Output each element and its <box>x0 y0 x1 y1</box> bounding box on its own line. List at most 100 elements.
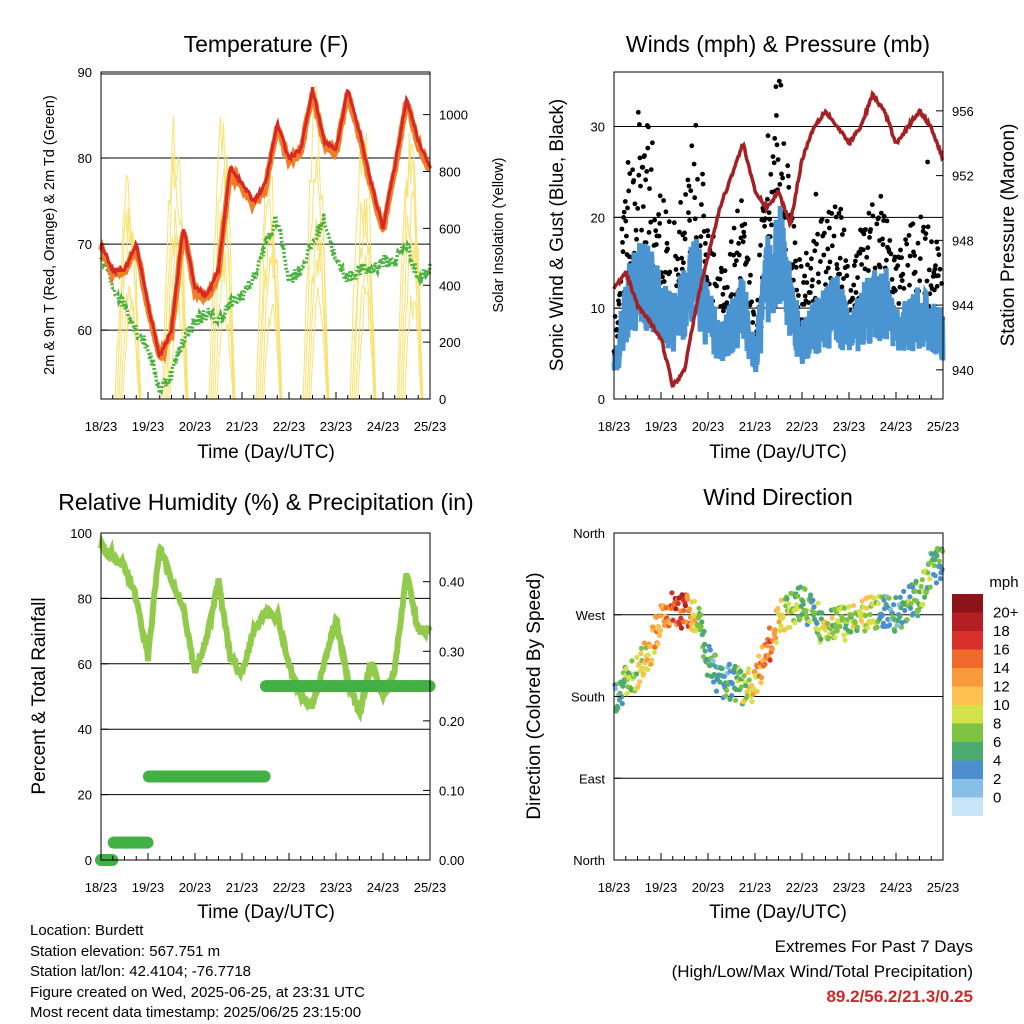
wind-direction-point <box>936 558 942 564</box>
wind-direction-point <box>743 683 749 689</box>
wind-direction-point <box>699 619 705 625</box>
wind-direction-point <box>650 624 656 630</box>
legend-color-box <box>952 705 983 724</box>
temperature-panel: Temperature (F) 18/23 19/23 20/23 21/23 22/2… <box>42 31 507 463</box>
winds-left-ticks: 0 10 20 30 <box>591 120 621 407</box>
wind-direction-point <box>724 687 730 693</box>
wind-direction-point <box>907 594 913 600</box>
wind-direction-point <box>901 588 907 595</box>
gust-point <box>648 219 654 225</box>
wind-direction-point <box>693 628 699 634</box>
wind-direction-point <box>641 640 647 646</box>
wind-direction-point <box>899 620 905 626</box>
solar-insolation-trace <box>261 250 282 400</box>
wind-direction-point <box>819 610 825 616</box>
wind-direction-point <box>773 639 779 646</box>
wind-direction-point <box>756 653 762 659</box>
wind-direction-point <box>641 671 647 677</box>
wind-direction-point <box>682 603 689 609</box>
wind-direction-point <box>841 632 847 638</box>
solar-insolation-trace <box>214 250 235 400</box>
wind-direction-point <box>649 657 655 663</box>
wind-direction-title: Wind Direction <box>703 484 853 510</box>
gust-point <box>905 262 911 268</box>
gust-point <box>695 176 700 182</box>
wind-direction-point <box>799 611 805 617</box>
gust-point <box>769 222 774 228</box>
extremes-summary: Extremes For Past 7 Days (High/Low/Max W… <box>672 934 973 1009</box>
gust-point <box>646 230 652 235</box>
wind-direction-point <box>925 570 931 576</box>
gust-point <box>821 252 827 258</box>
gust-point <box>853 290 859 295</box>
wind-direction-point <box>651 649 658 655</box>
gust-point <box>740 239 746 245</box>
winds-right-ytick-label: 948 <box>952 233 974 248</box>
gust-point <box>786 184 792 190</box>
humidity-left-ytick-label: 100 <box>70 526 92 541</box>
wind-direction-point <box>696 605 702 611</box>
gust-point <box>720 291 726 297</box>
temperature-x-ticks: 18/23 19/23 20/23 21/23 22/23 23/23 24/23 25/23 <box>85 392 446 434</box>
gust-point <box>781 141 787 147</box>
wind-direction-point <box>931 562 937 569</box>
solar-insolation-trace <box>400 189 423 400</box>
temperature-left-ytick-label: 90 <box>78 65 92 80</box>
gust-point <box>837 255 843 261</box>
wind-direction-points <box>612 545 946 714</box>
gust-point <box>741 229 747 235</box>
gust-point <box>877 264 883 270</box>
gust-point <box>644 169 650 174</box>
gust-point <box>897 284 903 290</box>
figure-created: Figure created on Wed, 2025-06-25, at 23… <box>30 983 365 1001</box>
sonic-wind-series <box>611 205 946 373</box>
gust-point <box>736 241 741 246</box>
gust-point <box>729 292 735 297</box>
gust-point <box>742 221 748 227</box>
gust-point <box>899 255 904 260</box>
temperature-xtick-label: 24/23 <box>367 419 400 434</box>
wind-direction-point <box>773 635 779 641</box>
gust-point <box>798 264 804 269</box>
wind-direction-point <box>916 589 923 595</box>
wind-direction-point <box>780 614 786 621</box>
wind-direction-point <box>910 584 916 590</box>
wind-direction-ytick-label: South <box>571 690 605 705</box>
wind-direction-point <box>663 605 669 611</box>
gust-point <box>778 82 784 88</box>
wind-direction-point <box>806 618 813 625</box>
gust-point <box>801 280 806 285</box>
wind-direction-point <box>704 672 711 678</box>
winds-left-ytick-label: 30 <box>591 120 605 135</box>
gust-point <box>855 275 860 280</box>
gust-point <box>833 214 839 220</box>
gust-point <box>793 264 799 270</box>
gust-point <box>841 227 847 233</box>
gust-point <box>809 256 814 262</box>
wind-direction-point <box>698 624 704 630</box>
humidity-left-ylabel: Percent & Total Rainfall <box>29 597 50 794</box>
wind-direction-point <box>908 601 914 607</box>
gust-point <box>825 246 831 252</box>
wind-direction-point <box>892 628 898 634</box>
gust-point <box>923 231 929 237</box>
gust-point <box>675 256 681 262</box>
gust-point <box>661 198 666 203</box>
gust-point <box>768 171 774 177</box>
wind-direction-ytick-label: West <box>576 608 606 623</box>
wind-direction-point <box>830 630 836 636</box>
winds-right-ytick-label: 944 <box>952 298 974 313</box>
gust-point <box>765 133 771 139</box>
wind-direction-point <box>812 610 818 616</box>
wind-direction-point <box>918 583 924 590</box>
wind-direction-point <box>864 605 870 611</box>
gust-point <box>699 202 704 207</box>
temperature-left-ticks: 60 70 80 90 <box>78 65 108 338</box>
gust-point <box>893 288 898 293</box>
gust-point <box>686 183 692 189</box>
solar-insolation-trace <box>263 303 281 400</box>
gust-point <box>903 237 908 243</box>
gust-point <box>620 249 626 255</box>
wind-direction-point <box>854 624 861 630</box>
winds-title: Winds (mph) & Pressure (mb) <box>626 31 930 57</box>
